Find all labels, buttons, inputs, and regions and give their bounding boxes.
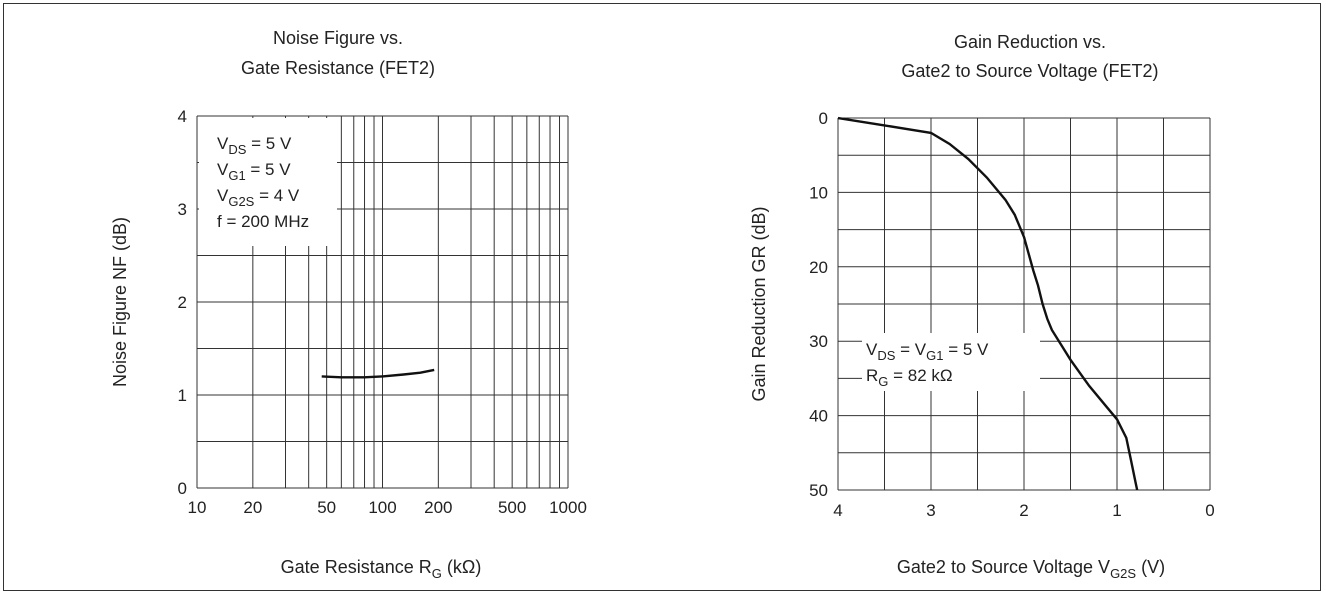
annotation-line: VG2S​ = 4 V xyxy=(217,186,300,209)
y-tick-label: 0 xyxy=(178,479,187,498)
x-tick-label: 500 xyxy=(498,498,526,517)
chart-title-line1: Noise Figure vs. xyxy=(273,28,403,48)
annotation-line: VDS​ = 5 V xyxy=(217,134,292,157)
figure-frame xyxy=(3,3,1321,591)
y-tick-label: 4 xyxy=(178,107,187,126)
y-tick-label: 1 xyxy=(178,386,187,405)
x-tick-label: 1000 xyxy=(549,498,587,517)
annotation-line: VG1​ = 5 V xyxy=(217,160,291,183)
x-tick-label: 50 xyxy=(317,498,336,517)
tick-labels: 10 20 50 100 200 500 1000 0 1 2 3 4 xyxy=(178,107,587,517)
x-tick-label: 200 xyxy=(424,498,452,517)
annotation-line: f = 200 MHz xyxy=(217,212,309,231)
chart-title-line2: Gate Resistance (FET2) xyxy=(241,58,435,78)
y-axis-label: Noise Figure NF (dB) xyxy=(110,217,130,387)
y-tick-label: 2 xyxy=(178,293,187,312)
x-axis-label: Gate Resistance RG (kΩ) xyxy=(281,557,482,581)
series xyxy=(321,368,435,379)
conditions-annotation: VDS​ = 5 V VG1​ = 5 V VG2S​ = 4 V f = 200 M… xyxy=(199,118,337,246)
x-tick-label: 10 xyxy=(188,498,207,517)
noise-figure-chart: Noise Figure vs. Gate Resistance (FET2) … xyxy=(110,28,587,581)
series-line xyxy=(321,368,435,379)
x-tick-label: 100 xyxy=(368,498,396,517)
annotation-background xyxy=(199,118,337,246)
y-tick-label: 3 xyxy=(178,200,187,219)
x-tick-label: 20 xyxy=(243,498,262,517)
grid xyxy=(196,115,569,489)
